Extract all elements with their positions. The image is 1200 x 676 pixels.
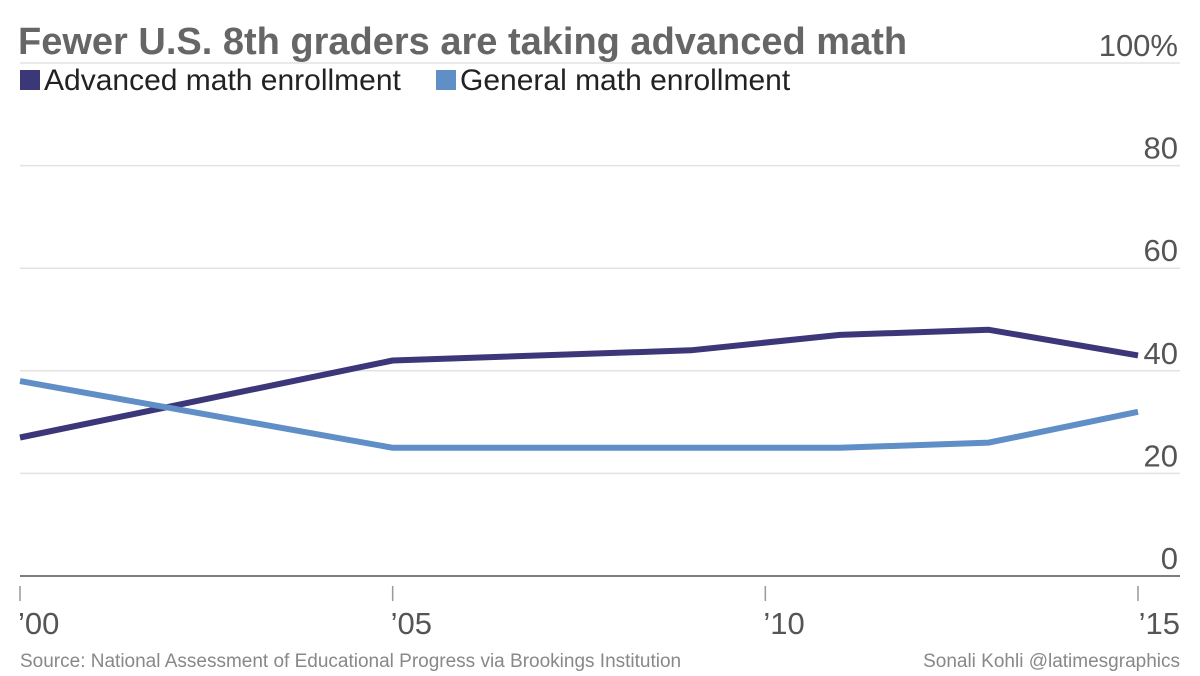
gridlines (20, 62, 1180, 577)
y-tick-label-40: 40 (1144, 336, 1178, 371)
legend-label-general: General math enrollment (460, 64, 791, 97)
y-tick-label-100: 100% (1099, 28, 1178, 63)
x-tick-label-2015: ’15 (1139, 606, 1180, 641)
y-tick-label-80: 80 (1144, 131, 1178, 166)
legend: Advanced math enrollment General math en… (20, 64, 791, 97)
legend-label-advanced: Advanced math enrollment (44, 64, 402, 97)
credit-line: Sonali Kohli @latimesgraphics (923, 651, 1180, 672)
y-tick-label-60: 60 (1144, 233, 1178, 268)
chart-title: Fewer U.S. 8th graders are taking advanc… (18, 21, 907, 63)
y-axis-tick-labels: 0 20 40 60 80 100% (1099, 28, 1178, 576)
x-tick-label-2000: ’00 (18, 606, 59, 641)
x-tick-label-2005: ’05 (391, 606, 432, 641)
source-note: Source: National Assessment of Education… (20, 651, 681, 672)
y-tick-label-20: 20 (1144, 438, 1178, 473)
y-tick-label-0: 0 (1161, 541, 1178, 576)
series-line-advanced (19, 326, 1139, 441)
legend-swatch-advanced (20, 70, 40, 90)
series-line-general (19, 378, 1139, 451)
legend-swatch-general (436, 70, 456, 90)
series-layer (19, 326, 1139, 451)
x-tick-label-2010: ’10 (763, 606, 804, 641)
x-axis-ticks: ’00 ’05 ’10 ’15 (18, 586, 1180, 641)
